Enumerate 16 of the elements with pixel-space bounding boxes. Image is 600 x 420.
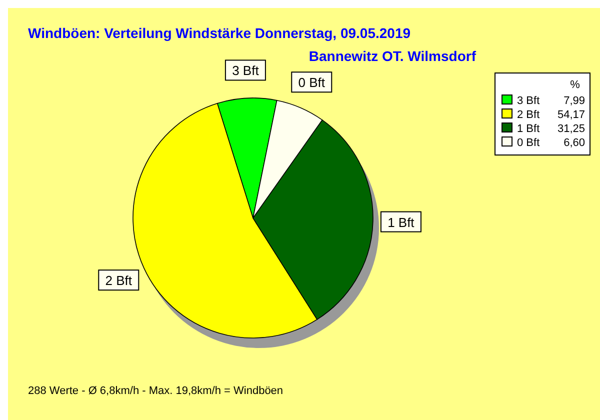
- data-label: 54,17: [557, 109, 585, 121]
- slice-label: 1 Bft: [388, 214, 415, 230]
- chart-subtitle: Bannewitz OT. Wilmsdorf: [308, 48, 476, 64]
- data-label: 7,99: [564, 95, 585, 107]
- legend-title: %: [570, 79, 580, 91]
- text: 288 Werte - Ø 6,8km/h - Max. 19,8km/h = Windböen: [28, 385, 284, 397]
- legend-label: 1 Bft: [517, 123, 540, 135]
- slice-label: 2 Bft: [105, 273, 132, 288]
- slice-label: 3 Bft: [232, 63, 260, 78]
- chart-title: Windböen: Verteilung Windstärke Donnerstag, 09.05.2019: [28, 25, 411, 41]
- slice-label: 0 Bft: [298, 75, 326, 90]
- data-label: 6,60: [564, 137, 585, 149]
- legend-label: 3 Bft: [517, 95, 540, 107]
- legend-label: 0 Bft: [517, 137, 540, 149]
- data-label: 31,25: [557, 123, 585, 135]
- legend-label: 2 Bft: [517, 109, 540, 121]
